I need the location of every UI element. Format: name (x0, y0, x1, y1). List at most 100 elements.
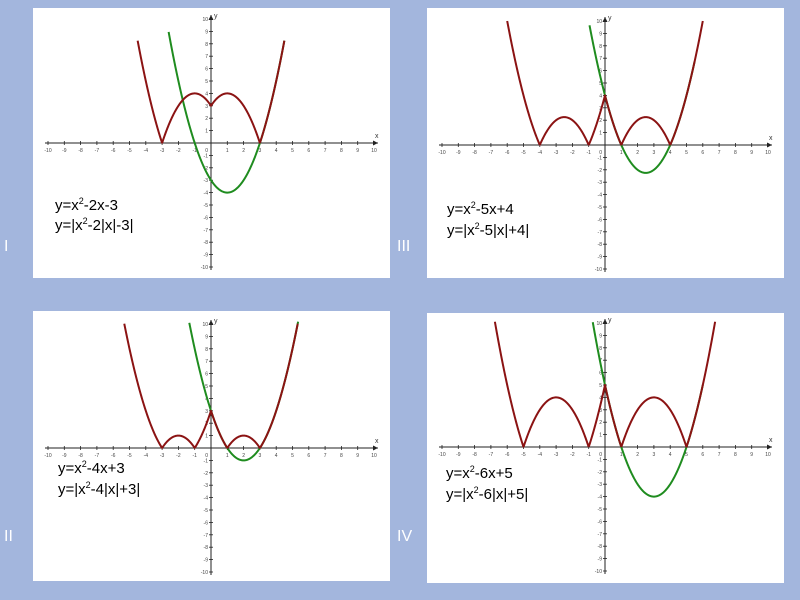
y-tick-label: -3 (598, 482, 603, 488)
x-tick-label: -5 (521, 452, 526, 458)
equation-abs: y=|x2-4|x|+3| (58, 480, 141, 499)
x-tick-label: -5 (127, 453, 132, 459)
y-tick-label: 7 (205, 54, 208, 60)
parabola-curve (167, 31, 286, 194)
x-tick-label: -6 (505, 452, 510, 458)
y-tick-label: -2 (598, 168, 603, 174)
graph-panel-1: x y -10 -9 -8 -7 -6 -5 -4 -3 -2 -1 1 2 3 4 5 6 7 8 9 10 -10 -9-… (33, 8, 390, 278)
y-tick-label: 10 (596, 19, 602, 25)
x-tick-label: 7 (718, 452, 721, 458)
equation-parabola: y=x2-2x-3 (55, 196, 118, 215)
y-tick-label: -1 (598, 457, 603, 463)
graph-4: xy-10 -9 -8 -7 -6 -5 -4 -3 -2 -1 1 2 3 4 5 6 7 8 9 10-10-9-… (438, 317, 773, 575)
y-tick-label: 5 (599, 383, 602, 389)
equation-abs: y=|x2-6|x|+5| (446, 485, 529, 504)
x-tick-label: -6 (111, 148, 116, 154)
y-tick-label: -5 (204, 508, 209, 514)
equation-parabola: y=x2-6x+5 (446, 464, 513, 483)
y-tick-label: -2 (204, 471, 209, 477)
graph-panel-4: x y -10 -9 -8 -7 -6 -5 -4 -3 -2 -1 1 2 3 4 5 6 7 8 9 10 -10 -9-… (427, 313, 784, 583)
y-tick-label: -1 (598, 155, 603, 161)
origin-label: 0 (205, 453, 208, 459)
label-roman-4: IV (397, 528, 413, 545)
x-tick-label: 5 (685, 150, 688, 156)
x-tick-label: 1 (620, 452, 623, 458)
origin-label: 0 (599, 150, 602, 156)
x-tick-label: -1 (586, 452, 591, 458)
x-tick-label: 1 (620, 150, 623, 156)
graph-3: xy-10 -9 -8 -7 -6 -5 -4 -3 -2 -1 1 2 3 4 5 6 7 8 9 10-10-9-… (438, 15, 773, 273)
x-tick-label: -1 (192, 453, 197, 459)
y-tick-label: 4 (599, 93, 602, 99)
y-tick-label: -6 (204, 215, 209, 221)
y-tick-label: -8 (204, 545, 209, 551)
x-tick-label: -2 (176, 453, 181, 459)
origin-label: 0 (599, 452, 602, 458)
x-tick-label: 4 (669, 452, 672, 458)
y-tick-label: 10 (596, 321, 602, 327)
y-tick-label: 1 (599, 433, 602, 439)
x-tick-label: -3 (554, 452, 559, 458)
x-tick-label: -1 (192, 148, 197, 154)
x-axis-label: x (769, 437, 773, 444)
abs-curve (136, 40, 286, 144)
x-tick-label: 10 (765, 150, 771, 156)
y-tick-label: -8 (598, 544, 603, 550)
equation-abs: y=|x2-2|x|-3| (55, 216, 134, 235)
y-tick-label: -5 (598, 205, 603, 211)
x-tick-label: 10 (371, 453, 377, 459)
x-tick-label: 6 (701, 150, 704, 156)
y-tick-label: 6 (599, 69, 602, 75)
y-axis-label: y (214, 318, 218, 325)
x-tick-label: -9 (456, 150, 461, 156)
equation-parabola: y=x2-5x+4 (447, 200, 514, 219)
y-tick-label: -6 (598, 217, 603, 223)
y-tick-label: -10 (595, 569, 602, 575)
y-tick-label: 4 (599, 395, 602, 401)
y-tick-label: -3 (204, 178, 209, 184)
label-roman-1: I (4, 238, 9, 255)
y-axis-label: y (608, 15, 612, 22)
x-tick-label: 6 (307, 148, 310, 154)
y-tick-label: 8 (205, 42, 208, 48)
y-tick-label: -6 (204, 520, 209, 526)
y-tick-label: 2 (205, 116, 208, 122)
x-tick-label: 2 (242, 148, 245, 154)
y-tick-label: -4 (598, 193, 603, 199)
x-tick-label: -4 (144, 453, 149, 459)
graph-panel-2: x y -10 -9 -8 -7 -6 -5 -4 -3 -2 -1 1 2 3 4 5 6 7 8 9 10 -10 -9-… (33, 311, 390, 581)
x-tick-label: -5 (521, 150, 526, 156)
y-tick-label: -4 (204, 496, 209, 502)
x-tick-label: 8 (340, 148, 343, 154)
graph-panel-3: x y -10 -9 -8 -7 -6 -5 -4 -3 -2 -1 1 2 3 4 5 6 7 8 9 10 -10 -9-… (427, 8, 784, 278)
x-tick-label: -8 (78, 148, 83, 154)
x-tick-label: 2 (636, 452, 639, 458)
y-tick-label: 3 (599, 408, 602, 414)
x-tick-label: 3 (653, 150, 656, 156)
x-tick-label: 5 (685, 452, 688, 458)
x-axis-label: x (769, 135, 773, 142)
x-tick-label: 6 (701, 452, 704, 458)
equation-abs: y=|x2-5|x|+4| (447, 221, 530, 240)
parabola-curve (591, 322, 704, 498)
x-tick-label: 4 (669, 150, 672, 156)
y-tick-label: 8 (599, 44, 602, 50)
y-tick-label: -3 (598, 180, 603, 186)
y-tick-label: -7 (598, 230, 603, 236)
y-tick-label: 4 (205, 91, 208, 97)
x-axis-label: x (375, 438, 379, 445)
y-tick-label: -9 (598, 557, 603, 563)
x-tick-label: -8 (78, 453, 83, 459)
x-tick-label: 3 (653, 452, 656, 458)
x-tick-label: -7 (489, 150, 494, 156)
x-tick-label: 5 (291, 453, 294, 459)
abs-curve (506, 20, 704, 146)
x-tick-label: -3 (554, 150, 559, 156)
x-tick-label: -4 (144, 148, 149, 154)
y-tick-label: -9 (598, 255, 603, 261)
y-tick-label: -2 (204, 166, 209, 172)
y-tick-label: 9 (205, 29, 208, 35)
y-tick-label: -5 (598, 507, 603, 513)
y-tick-label: 7 (205, 359, 208, 365)
y-tick-label: 9 (599, 31, 602, 37)
